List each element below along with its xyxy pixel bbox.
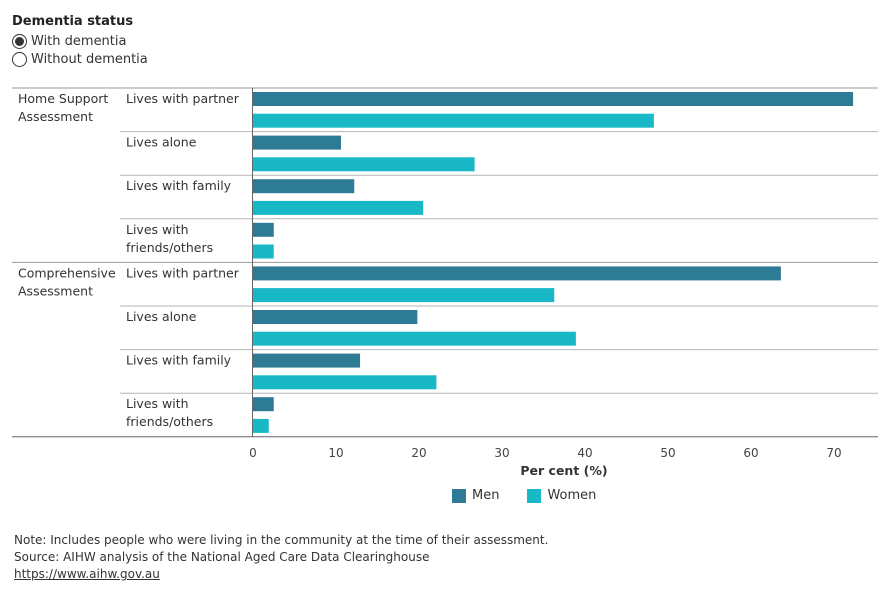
bar-women [253,200,424,215]
category-label: Lives alone [126,135,197,150]
category-label: Lives with partner [126,91,240,106]
x-tick-label: 30 [494,446,509,460]
x-tick-label: 40 [577,446,592,460]
bar-women [253,418,269,433]
radio-without-dementia[interactable]: Without dementia [12,50,148,68]
bar-men [253,222,274,237]
bar-women [253,288,555,303]
category-label: friends/others [126,240,213,255]
bar-chart: Home Support Assessment Lives with partner… [12,87,878,478]
footer: Note: Includes people who were living in… [14,532,548,583]
category-label: Lives with [126,222,189,237]
category-label: Lives alone [126,309,197,324]
category-label: Lives with family [126,178,232,193]
x-tick-label: 10 [328,446,343,460]
group-label: Assessment [18,109,93,124]
legend-item-men[interactable]: Men [452,488,499,503]
x-tick-label: 50 [660,446,675,460]
footer-link[interactable]: https://www.aihw.gov.au [14,567,160,581]
bar-men [253,353,361,368]
legend-label-men: Men [472,488,500,503]
x-tick-label: 20 [411,446,426,460]
legend: Men Women [452,488,596,503]
legend-swatch-women [527,488,542,503]
group-label: Comprehensive [18,265,116,280]
bar-women [253,244,274,259]
bar-men [253,92,854,106]
bar-women [253,157,475,172]
bar-women [253,113,654,128]
filter-title: Dementia status [12,14,134,29]
legend-item-women[interactable]: Women [527,488,596,503]
x-tick-label: 60 [743,446,758,460]
category-label: Lives with partner [126,265,240,280]
radio-label-with-dementia: With dementia [31,33,127,49]
bar-men [253,310,418,324]
radio-unselected-icon[interactable] [12,51,27,67]
category-label: friends/others [126,414,213,429]
bar-women [253,375,437,390]
radio-label-without-dementia: Without dementia [31,51,148,67]
bar-men [253,397,274,412]
x-tick-label: 70 [826,446,841,460]
radio-selected-icon[interactable] [12,33,27,49]
category-label: Lives with [126,396,189,411]
x-axis-title: Per cent (%) [520,463,607,478]
footer-note: Note: Includes people who were living in… [14,533,549,547]
group-label: Home Support [18,91,108,106]
bar-men [253,179,355,194]
legend-label-women: Women [547,488,597,503]
category-label: Lives with family [126,353,232,368]
footer-source: Source: AIHW analysis of the National Ag… [14,550,430,564]
bar-women [253,331,576,346]
bar-men [253,135,341,150]
bar-men [253,266,781,281]
legend-swatch-men [452,488,466,503]
x-tick-label: 0 [249,446,257,460]
radio-with-dementia[interactable]: With dementia [12,32,126,50]
group-label: Assessment [18,283,93,298]
